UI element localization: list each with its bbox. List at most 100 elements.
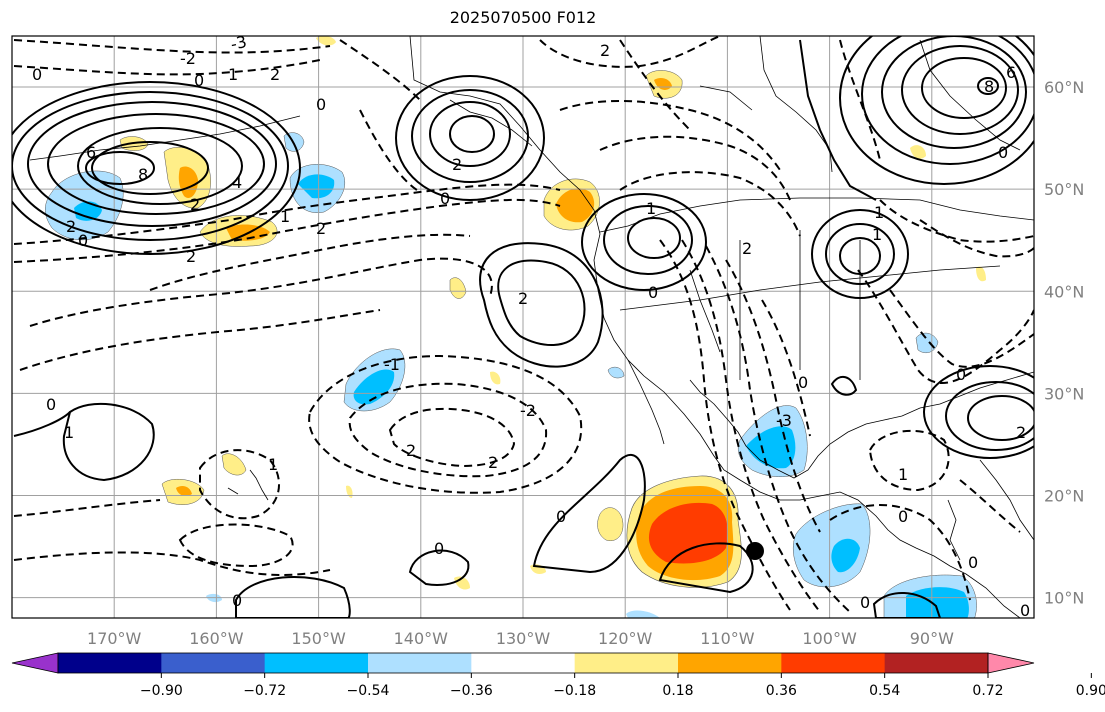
contour-line: [830, 375, 858, 396]
contour-label: 0: [898, 507, 908, 526]
contour-line-dashed: [29, 257, 493, 327]
contour-label: 0: [232, 591, 242, 610]
contour-line: [977, 77, 999, 95]
contour-line-dashed: [829, 504, 971, 601]
latitude-tick-label: 60°N: [1044, 78, 1084, 97]
colorbar-segment: [471, 653, 576, 673]
storm-center-marker: [746, 542, 764, 560]
colorbar-segment: [161, 653, 266, 673]
contour-label: 1: [268, 455, 278, 474]
colorbar-extend-low: [11, 652, 59, 674]
contour-line: [967, 395, 1034, 441]
positive-anomaly-patch: [597, 507, 624, 542]
contour-label: 8: [984, 77, 994, 96]
contour-line-dashed: [839, 39, 881, 161]
contour-label: 0: [998, 143, 1008, 162]
contour-label: 1: [280, 207, 290, 226]
longitude-tick-label: 110°W: [700, 629, 755, 648]
contour-label: 0: [648, 283, 658, 302]
contour-line-dashed: [19, 309, 381, 371]
colorbar: −0.90 −0.72 −0.54 −0.36 −0.18 0.18 0.36 0.54 0.7…: [11, 652, 1105, 699]
contour-label: 0: [434, 539, 444, 558]
colorbar-tick-label: 0.54: [869, 683, 900, 699]
contour-line: [449, 115, 495, 153]
contour-label: 4: [232, 173, 242, 192]
longitude-tick-label: 120°W: [598, 629, 653, 648]
negative-anomaly-patch: [915, 332, 939, 353]
contour-line-dashed: [339, 39, 421, 101]
positive-anomaly-patch: [910, 145, 926, 159]
longitude-labels: 170°W 160°W 150°W 140°W 130°W 120°W 110°W 100°W…: [87, 629, 954, 648]
contour-label: 0: [798, 373, 808, 392]
contour-line: [12, 81, 301, 255]
contour-label: 2: [600, 41, 610, 60]
contour-line: [627, 217, 681, 259]
contour-line-dashed: [348, 382, 548, 478]
contour-label: 0: [78, 231, 88, 250]
latitude-tick-label: 10°N: [1044, 589, 1084, 608]
contour-line-dashed: [725, 259, 821, 533]
contour-line-dashed: [13, 198, 561, 263]
contour-label: 2: [316, 219, 326, 238]
contour-line-dashed: [889, 289, 1034, 368]
contour-label: -3: [229, 32, 249, 54]
colorbar-segment: [264, 653, 369, 673]
positive-anomaly-patch: [449, 277, 467, 299]
negative-anomaly-patch: [298, 174, 335, 199]
latitude-tick-label: 30°N: [1044, 384, 1084, 403]
contour-line: [479, 242, 604, 368]
contour-line: [921, 57, 1007, 119]
contour-label: 0: [556, 507, 566, 526]
contour-label: 1: [228, 65, 238, 84]
contour-line: [429, 101, 511, 167]
contour-label: 2: [270, 65, 280, 84]
colorbar-tick-label: 0.18: [662, 683, 693, 699]
contour-label: -3: [776, 411, 792, 430]
positive-anomaly-patch: [316, 36, 336, 46]
contour-line: [658, 542, 754, 594]
contour-label: 2: [66, 217, 76, 236]
contour-line: [13, 411, 71, 437]
contour-lines: [12, 36, 1034, 618]
contour-line-dashed: [178, 523, 294, 568]
colorbar-segment: [781, 653, 886, 673]
contour-line-dashed: [681, 239, 821, 613]
colorbar-segment: [58, 653, 162, 673]
contour-label: -1: [384, 355, 400, 374]
contour-line-dashed: [857, 269, 1034, 384]
contour-line: [945, 381, 1034, 451]
contour-line-dashed: [359, 109, 421, 193]
graticule: [12, 36, 1034, 618]
contour-line: [603, 205, 693, 275]
contour-line-dashed: [705, 245, 851, 613]
contour-line: [12, 91, 289, 241]
colorbar-segment: [574, 653, 679, 673]
contour-line-dashed: [308, 354, 583, 494]
map-title: 2025070500 F012: [449, 8, 597, 27]
negative-anomaly-patch: [831, 538, 860, 573]
contour-label: 1: [874, 203, 884, 222]
contour-line: [799, 39, 877, 201]
positive-anomaly-patch: [976, 266, 986, 282]
contour-label: 2: [742, 239, 752, 258]
contour-line-dashed: [919, 219, 1034, 258]
positive-anomaly-patch: [346, 485, 353, 498]
contour-line: [881, 36, 1027, 149]
contour-line: [923, 365, 1034, 459]
contour-label: 0: [956, 365, 966, 384]
contour-label: 0: [316, 95, 326, 114]
contour-label: 0: [46, 395, 56, 414]
coastlines: [29, 36, 1034, 618]
contour-label: 0: [32, 65, 42, 84]
contour-label: 1: [64, 423, 74, 442]
contour-label: 0: [194, 71, 204, 90]
contour-label: 8: [138, 165, 148, 184]
contour-line: [532, 453, 646, 574]
contour-line-dashed: [619, 171, 801, 237]
colorbar-tick-label: −0.54: [347, 683, 390, 699]
contour-label: 0: [440, 189, 450, 208]
contour-label: 2: [1016, 423, 1026, 442]
colorbar-tick-label: 0.72: [972, 683, 1003, 699]
longitude-tick-label: 160°W: [189, 629, 244, 648]
